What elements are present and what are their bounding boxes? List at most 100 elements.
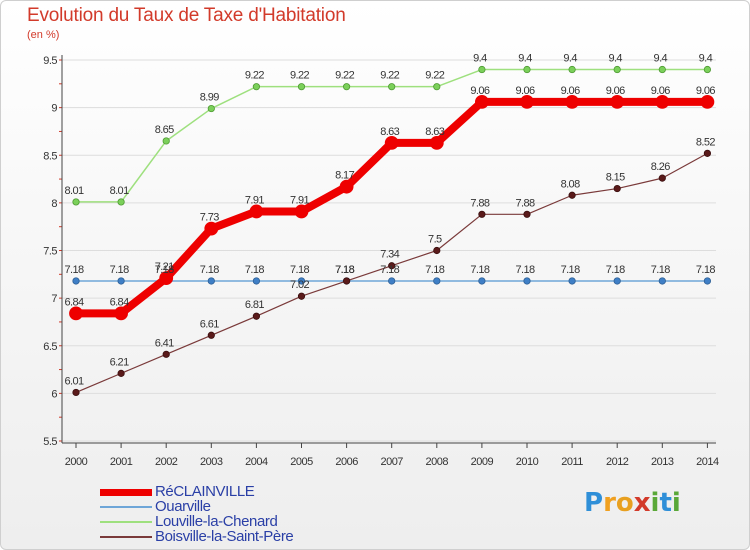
data-point-reclainville [384,135,399,150]
data-label: 7.88 [470,197,489,209]
logo-letter: i [671,488,681,518]
data-point-boisville [162,350,170,358]
y-tick-label: 7.5 [43,246,57,258]
data-point-louville [162,137,170,145]
data-label: 9.06 [561,85,580,97]
data-point-reclainville [69,306,83,321]
data-label: 9.06 [515,85,534,97]
data-label: 7.91 [245,194,264,206]
data-point-ouarville [703,277,712,285]
data-label: 9.06 [651,85,670,97]
data-label: 6.84 [110,296,129,308]
data-label: 8.99 [200,92,219,104]
data-point-boisville [252,312,260,320]
chart-title: Evolution du Taux de Taxe d'Habitation [27,5,346,26]
x-tick-label: 2014 [696,456,719,468]
data-label: 9.22 [290,70,309,82]
data-label: 7.88 [515,197,534,209]
x-tick-label: 2009 [471,456,494,468]
data-label: 6.84 [64,296,83,308]
logo-letter: t [659,488,672,518]
x-tick-label: 2012 [606,456,629,468]
data-point-reclainville [159,271,174,286]
data-point-ouarville [568,277,576,285]
data-label: 7.91 [290,194,309,206]
data-label: 8.63 [380,126,399,138]
data-label: 7.34 [380,249,399,261]
data-label: 7.18 [335,264,354,276]
data-label: 9.06 [696,85,715,97]
data-label: 9.4 [654,53,668,65]
data-point-boisville [207,331,215,339]
data-point-boisville [523,210,531,218]
logo-letter: r [603,488,616,518]
data-label: 7.18 [696,264,715,276]
x-tick-label: 2008 [426,456,449,468]
legend-label-boisville: Boisville-la-Saint-Père [155,528,294,545]
data-point-ouarville [388,277,396,285]
data-label: 7.18 [606,264,625,276]
data-label: 8.08 [561,178,580,190]
y-tick-label: 6.5 [43,341,57,353]
data-label: 8.63 [425,126,444,138]
data-point-reclainville [249,204,264,219]
data-point-louville [342,83,351,91]
data-point-reclainville [565,95,579,109]
data-point-boisville [613,184,621,193]
data-point-ouarville [523,277,531,285]
data-label: 7.18 [110,264,129,276]
data-label: 6.61 [200,318,219,330]
logo-letter: i [650,488,660,518]
data-label: 7.18 [515,264,534,276]
data-point-reclainville [700,95,715,109]
y-tick-label: 9 [51,103,57,115]
data-point-reclainville [339,179,354,194]
data-point-louville [72,198,80,206]
x-tick-label: 2000 [65,456,88,468]
data-label: 9.4 [473,53,487,65]
data-label: 8.52 [696,136,715,148]
legend-swatch-boisville [100,536,152,538]
data-point-boisville [388,262,396,270]
legend-swatch-louville [100,521,152,523]
data-point-boisville [72,388,80,397]
legend-label-louville: Louville-la-Chenard [155,513,278,530]
x-tick-label: 2001 [110,456,133,468]
data-point-ouarville [613,277,621,285]
data-point-louville [658,65,666,74]
data-label: 7.21 [155,261,174,273]
data-point-boisville [433,246,441,255]
y-tick-label: 8.5 [43,150,57,162]
data-label: 6.01 [64,375,83,387]
data-label: 8.26 [651,161,670,173]
data-label: 9.22 [335,70,354,82]
data-point-louville [117,198,125,206]
data-label: 6.21 [110,356,129,368]
logo-letter: o [615,488,634,518]
data-point-ouarville [433,277,441,285]
y-tick-label: 6 [51,388,57,400]
x-tick-label: 2007 [380,456,403,468]
data-label: 7.73 [200,212,219,224]
data-label: 9.22 [380,70,399,82]
x-tick-label: 2005 [290,456,313,468]
data-label: 9.4 [608,53,622,65]
data-point-boisville [658,174,666,182]
y-tick-label: 9.5 [43,55,57,67]
data-label: 9.4 [563,53,577,65]
data-label: 7.18 [290,264,309,276]
data-point-boisville [703,149,712,157]
x-tick-label: 2010 [516,456,539,468]
x-tick-label: 2003 [200,456,223,468]
data-label: 8.01 [64,185,83,197]
data-point-reclainville [520,95,534,109]
data-label: 8.17 [335,170,354,182]
data-point-ouarville [207,277,215,285]
data-point-ouarville [658,277,666,285]
x-tick-label: 2004 [245,456,268,468]
data-point-louville [523,65,531,74]
x-tick-label: 2002 [155,456,178,468]
legend-swatch-ouarville [100,506,152,508]
data-label: 6.81 [245,299,264,311]
